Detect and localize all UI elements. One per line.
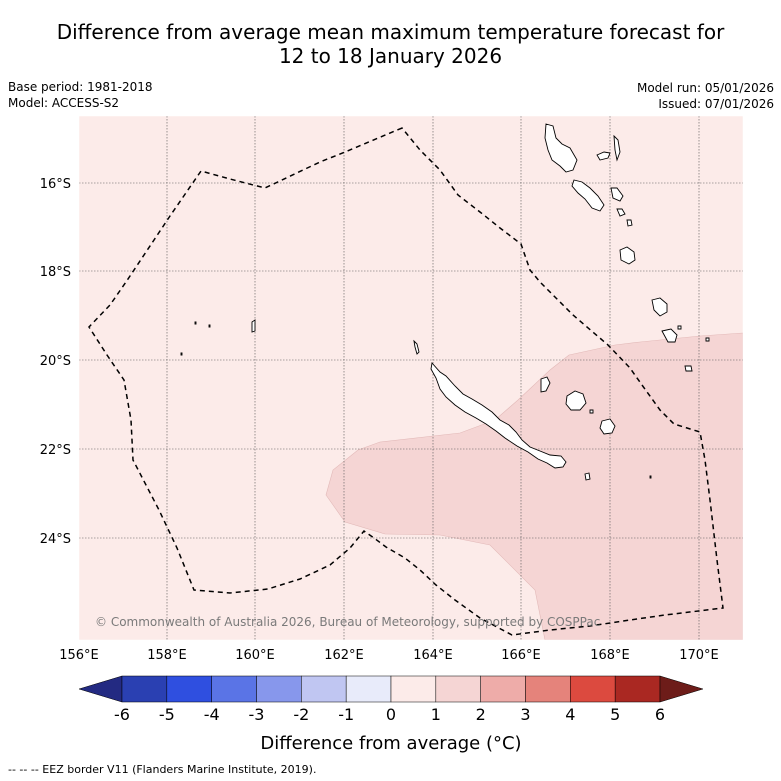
chesterfield-islet-b bbox=[208, 324, 211, 328]
model-text: Model: ACCESS-S2 bbox=[8, 96, 120, 110]
vanuatu-efate bbox=[619, 246, 636, 265]
coastlines bbox=[180, 123, 710, 481]
chart-title-line2: 12 to 18 January 2026 bbox=[278, 44, 503, 68]
colorbar-bin bbox=[614, 675, 661, 703]
eez-border bbox=[88, 127, 724, 636]
colorbar-tick-label: -2 bbox=[293, 705, 309, 724]
model-run-text: Model run: 05/01/2026 bbox=[636, 81, 774, 95]
vanuatu-erromango bbox=[651, 297, 668, 317]
colorbar-tick-label: 3 bbox=[520, 705, 530, 724]
colorbar-bin bbox=[166, 675, 212, 703]
map-frame bbox=[78, 115, 744, 641]
bellona-islet bbox=[180, 352, 183, 356]
loyalty-ouvea bbox=[540, 376, 551, 393]
vanuatu-malekula bbox=[571, 179, 605, 212]
vanuatu-ambae bbox=[596, 151, 611, 161]
loyalty-mare bbox=[599, 418, 616, 435]
lat-tick-22s: 22°S bbox=[40, 443, 71, 458]
vanuatu-tanna bbox=[661, 328, 678, 343]
vanuatu-aneityum bbox=[684, 365, 693, 372]
colorbar-bin bbox=[121, 675, 168, 703]
base-period-text: Base period: 1981-2018 bbox=[8, 80, 153, 94]
colorbar-tick-label: -4 bbox=[204, 705, 220, 724]
hunter-islet bbox=[649, 475, 652, 479]
colorbar-arrow-low bbox=[78, 675, 123, 703]
colorbar-tick-label: -1 bbox=[338, 705, 354, 724]
chesterfield-island bbox=[251, 319, 256, 333]
colorbar-bin bbox=[390, 675, 437, 703]
colorbar-bin bbox=[301, 675, 347, 703]
vanuatu-aniwa bbox=[677, 325, 682, 330]
lon-tick-156: 156°E bbox=[59, 648, 99, 663]
colorbar-bin bbox=[211, 675, 257, 703]
copyright-text: © Commonwealth of Australia 2026, Bureau… bbox=[95, 615, 600, 629]
colorbar-tick-label: 6 bbox=[655, 705, 665, 724]
vanuatu-espiritu-santo bbox=[544, 123, 578, 173]
vanuatu-pentecost bbox=[610, 187, 624, 202]
colorbar-arrow-high bbox=[659, 675, 704, 703]
vanuatu-epi bbox=[616, 208, 626, 217]
vanuatu-shepherd bbox=[626, 219, 633, 227]
eez-footnote: -- -- -- EEZ border V11 (Flanders Marine… bbox=[8, 763, 317, 776]
colorbar-bin bbox=[435, 675, 481, 703]
colorbar-bin bbox=[256, 675, 302, 703]
lon-tick-166: 166°E bbox=[501, 648, 541, 663]
vanuatu-futuna bbox=[705, 337, 710, 342]
lat-tick-16s: 16°S bbox=[40, 177, 71, 192]
vanuatu-maewo bbox=[613, 134, 621, 162]
lon-tick-160: 160°E bbox=[235, 648, 275, 663]
colorbar-tick-label: -3 bbox=[249, 705, 265, 724]
colorbar-tick-label: 2 bbox=[476, 705, 486, 724]
colorbar: -6 -5 -4 -3 -2 -1 0 1 2 3 4 5 6 Difference from aver… bbox=[78, 675, 704, 754]
loyalty-lifou bbox=[565, 390, 587, 411]
lon-tick-162: 162°E bbox=[324, 648, 364, 663]
belep-islands bbox=[413, 339, 420, 355]
new-caledonia-grande-terre bbox=[430, 361, 567, 469]
lat-tick-20s: 20°S bbox=[40, 354, 71, 369]
colorbar-tick-label: 5 bbox=[610, 705, 620, 724]
graticule-lines bbox=[79, 116, 743, 640]
lat-tick-24s: 24°S bbox=[40, 532, 71, 547]
colorbar-bin bbox=[345, 675, 392, 703]
chart-title-line1: Difference from average mean maximum tem… bbox=[56, 20, 725, 44]
lon-tick-164: 164°E bbox=[413, 648, 453, 663]
lon-tick-170: 170°E bbox=[679, 648, 719, 663]
colorbar-tick-label: 4 bbox=[565, 705, 575, 724]
colorbar-tick-label: 1 bbox=[431, 705, 441, 724]
colorbar-bin bbox=[570, 675, 616, 703]
lon-tick-158: 158°E bbox=[147, 648, 187, 663]
colorbar-tick-label: -6 bbox=[114, 705, 130, 724]
colorbar-tick-label: 0 bbox=[386, 705, 396, 724]
lat-tick-18s: 18°S bbox=[40, 265, 71, 280]
walpole-island bbox=[584, 472, 591, 481]
colorbar-bin bbox=[480, 675, 526, 703]
lon-tick-168: 168°E bbox=[590, 648, 630, 663]
colorbar-title: Difference from average (°C) bbox=[260, 733, 521, 754]
chesterfield-islet-a bbox=[194, 321, 197, 325]
colorbar-bin bbox=[525, 675, 571, 703]
issued-text: Issued: 07/01/2026 bbox=[658, 97, 774, 111]
anomaly-region-1-to-2 bbox=[325, 332, 743, 640]
colorbar-tick-label: -5 bbox=[159, 705, 175, 724]
loyalty-tiga bbox=[589, 409, 594, 414]
